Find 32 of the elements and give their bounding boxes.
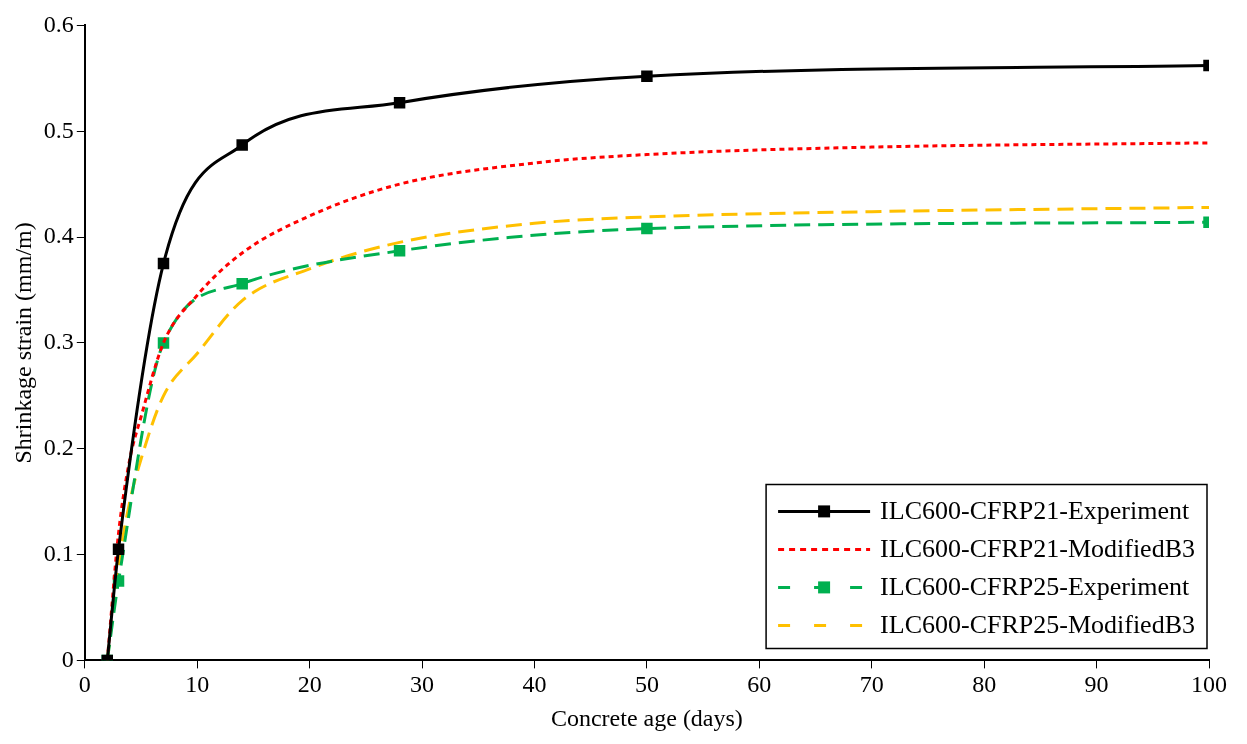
x-tick-label: 90 [1084, 671, 1109, 698]
x-tick-label: 0 [78, 671, 91, 698]
x-tick-label: 60 [747, 671, 772, 698]
legend-label: ILC600-CFRP21-Experiment [880, 496, 1190, 526]
y-axis-title: Shrinkage strain (mm/m) [9, 222, 36, 464]
point [641, 70, 653, 82]
point [157, 257, 170, 270]
legend-label: ILC600-CFRP25-Experiment [880, 572, 1190, 602]
legend-label: ILC600-CFRP21-ModifiedB3 [880, 534, 1196, 564]
x-axis-title: Concrete age (days) [550, 704, 743, 731]
y-tick-label: 0.3 [43, 328, 74, 355]
y-tick-label: 0 [61, 645, 74, 672]
point [236, 277, 248, 290]
point [393, 245, 406, 257]
x-tick-label: 40 [522, 671, 547, 698]
y-tick-label: 0.5 [43, 116, 74, 143]
x-tick-label: 70 [859, 671, 884, 698]
x-tick-label: 80 [972, 671, 997, 698]
point [641, 222, 653, 235]
y-tick-label: 0.6 [43, 10, 74, 37]
x-tick-label: 30 [410, 671, 435, 698]
legend-label: ILC600-CFRP25-ModifiedB3 [880, 610, 1196, 640]
y-tick-label: 0.1 [43, 539, 74, 566]
y-tick-label: 0.4 [43, 222, 74, 249]
point [236, 139, 248, 151]
x-tick-label: 20 [297, 671, 322, 698]
x-tick-label: 50 [634, 671, 659, 698]
x-tick-label: 100 [1191, 671, 1227, 698]
y-tick-label: 0.2 [43, 434, 74, 461]
x-tick-label: 10 [185, 671, 210, 698]
point [112, 543, 125, 556]
point [393, 96, 406, 109]
